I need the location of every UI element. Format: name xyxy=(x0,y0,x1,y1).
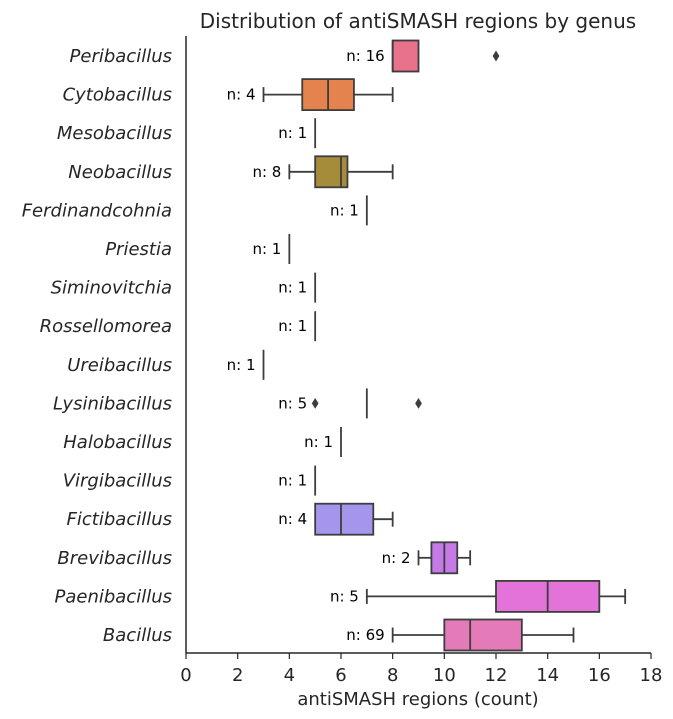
sample-size-label: n: 1 xyxy=(278,472,307,490)
y-tick-label: Fictibacillus xyxy=(67,509,172,530)
box-group: Bacillus n: 69 xyxy=(103,618,575,652)
box-group: Cytobacillus n: 4 xyxy=(63,78,394,111)
x-tick-label: 10 xyxy=(433,665,456,686)
x-axis-label: antiSMASH regions (count) xyxy=(297,689,538,710)
sample-size-label: n: 1 xyxy=(330,201,359,219)
y-tick-label: Lysinibacillus xyxy=(53,393,172,414)
sample-size-label: n: 16 xyxy=(346,47,384,65)
x-tick-label: 2 xyxy=(232,665,243,686)
box-group: Peribacillus n: 16 xyxy=(70,39,500,73)
sample-size-label: n: 69 xyxy=(346,626,384,644)
x-tick-label: 18 xyxy=(640,665,663,686)
box-group: Fictibacillus n: 4 xyxy=(67,502,394,536)
sample-size-label: n: 1 xyxy=(304,433,333,451)
y-tick-label: Ureibacillus xyxy=(67,355,172,376)
x-tick-label: 0 xyxy=(180,665,191,686)
y-tick-label: Ferdinandcohnia xyxy=(22,200,172,221)
y-tick-label: Paenibacillus xyxy=(54,586,172,607)
y-tick-label: Peribacillus xyxy=(70,46,172,67)
y-tick-label: Neobacillus xyxy=(68,162,172,183)
x-tick-label: 8 xyxy=(387,665,398,686)
sample-size-label: n: 8 xyxy=(252,163,281,181)
y-tick-label: Cytobacillus xyxy=(63,85,172,106)
box-group: Mesobacillus n: 1 xyxy=(57,118,317,149)
box-group: Virgibacillus n: 1 xyxy=(63,465,317,496)
x-tick-label: 16 xyxy=(588,665,611,686)
box-group: Rossellomorea n: 1 xyxy=(40,311,317,342)
x-tick-label: 4 xyxy=(284,665,295,686)
plot-area: Peribacillus n: 16 Cytobacillus n: 4 Mesobac… xyxy=(22,39,627,652)
box-group: Siminovitchia n: 1 xyxy=(51,272,317,303)
y-tick-label: Virgibacillus xyxy=(63,471,172,492)
sample-size-label: n: 1 xyxy=(278,124,307,142)
box-group: Priestia n: 1 xyxy=(105,234,291,264)
box-group: Ureibacillus n: 1 xyxy=(67,349,265,380)
outlier-marker xyxy=(492,50,500,62)
y-tick-label: Brevibacillus xyxy=(57,548,172,569)
outlier-marker xyxy=(311,398,319,409)
box xyxy=(443,618,523,652)
box-group: Brevibacillus n: 2 xyxy=(57,541,472,575)
box-group: Neobacillus n: 8 xyxy=(68,155,394,189)
box xyxy=(314,155,349,189)
sample-size-label: n: 1 xyxy=(252,240,281,258)
box-group: Halobacillus n: 1 xyxy=(63,427,342,457)
sample-size-label: n: 2 xyxy=(382,549,411,567)
outlier-marker xyxy=(415,398,422,409)
y-tick-label: Siminovitchia xyxy=(51,278,172,299)
box xyxy=(391,39,420,73)
x-axis-ticks: 0 2 4 6 8 10 12 14 16 18 xyxy=(180,653,662,686)
sample-size-label: n: 1 xyxy=(278,279,307,297)
box xyxy=(314,502,375,536)
sample-size-label: n: 1 xyxy=(278,317,307,335)
sample-size-label: n: 4 xyxy=(227,86,256,104)
x-tick-label: 6 xyxy=(335,665,346,686)
sample-size-label: n: 4 xyxy=(278,510,307,528)
y-tick-label: Mesobacillus xyxy=(57,123,172,144)
x-tick-label: 14 xyxy=(536,665,559,686)
box-group: Paenibacillus n: 5 xyxy=(54,580,627,613)
box-group: Ferdinandcohnia n: 1 xyxy=(22,195,368,226)
sample-size-label: n: 1 xyxy=(227,356,256,374)
sample-size-label: n: 5 xyxy=(278,394,307,412)
y-tick-label: Bacillus xyxy=(103,625,172,646)
y-tick-label: Priestia xyxy=(105,239,172,260)
sample-size-label: n: 5 xyxy=(330,587,359,605)
x-tick-label: 12 xyxy=(485,665,508,686)
box-group: Lysinibacillus n: 5 xyxy=(53,388,422,419)
chart-title: Distribution of antiSMASH regions by gen… xyxy=(200,9,636,33)
y-tick-label: Halobacillus xyxy=(63,432,172,453)
y-tick-label: Rossellomorea xyxy=(40,316,172,337)
